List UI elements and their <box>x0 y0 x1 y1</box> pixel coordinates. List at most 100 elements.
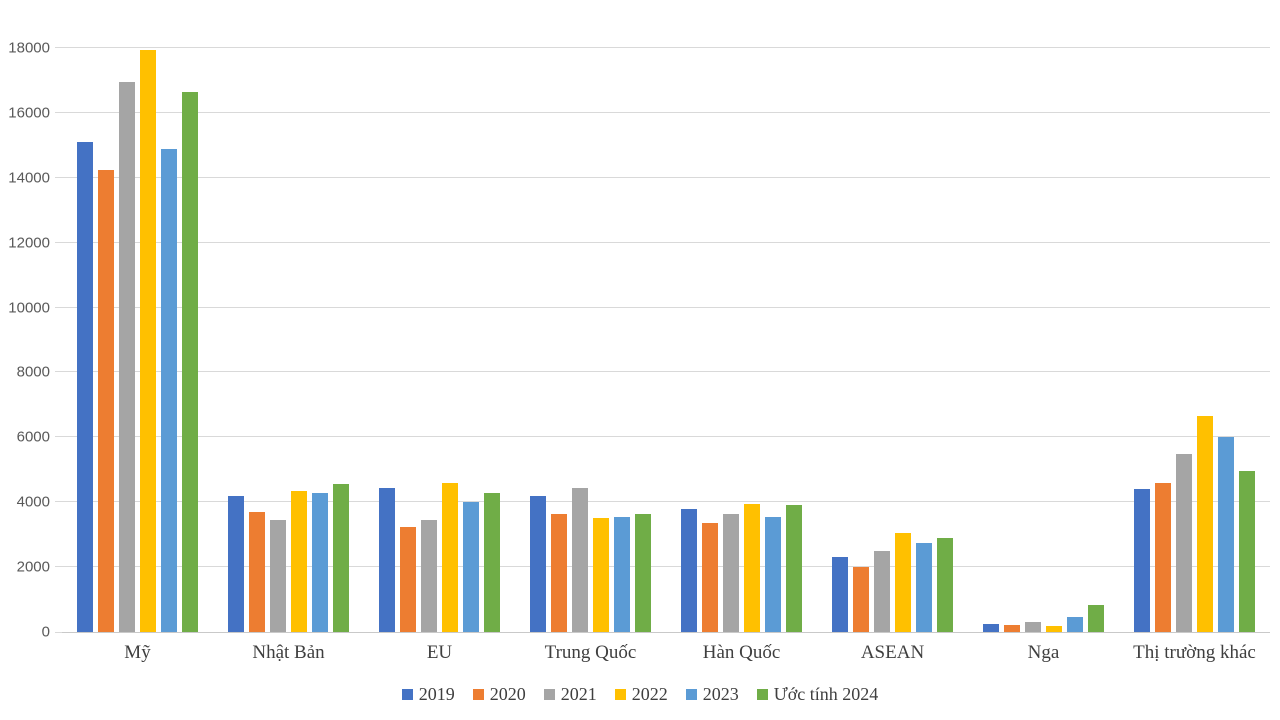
legend-item: Ước tính 2024 <box>756 684 879 705</box>
y-axis-tick-label: 2000 <box>16 558 50 576</box>
bar-2023-5 <box>765 516 781 632</box>
x-axis-category-label: Mỹ <box>124 642 151 663</box>
bar-2021-1 <box>119 82 135 632</box>
bar-2019-1 <box>77 142 93 632</box>
bar-2021-4 <box>572 487 588 632</box>
bar-2020-5 <box>702 523 718 632</box>
gridline <box>62 371 1270 373</box>
bar-2021-8 <box>1176 453 1192 632</box>
bar-2023-8 <box>1218 437 1234 632</box>
bar-2023-7 <box>1067 617 1083 632</box>
legend-swatch-icon <box>685 689 697 700</box>
y-axis-tick-label: 10000 <box>8 299 50 317</box>
x-axis-category-label: Nhật Bản <box>252 642 325 663</box>
y-axis-tick <box>55 176 62 178</box>
bar-2021-3 <box>421 520 437 632</box>
y-axis-tick <box>55 371 62 373</box>
bar-2022-3 <box>442 482 458 632</box>
y-axis-tick <box>55 111 62 113</box>
x-axis-category-label: Trung Quốc <box>544 642 637 663</box>
bar-ước-tính-2024-4 <box>635 513 651 632</box>
bar-groups <box>62 48 1270 632</box>
bar-2022-7 <box>1046 626 1062 632</box>
bar-group-3 <box>364 48 515 632</box>
legend-item: 2023 <box>685 684 739 705</box>
legend: 2019 2020 2021 2022 2023 Ước tính 2024 <box>0 684 1280 705</box>
bar-2022-2 <box>291 490 307 632</box>
x-axis-category-label: Hàn Quốc <box>702 642 781 663</box>
y-axis-tick-label: 12000 <box>8 234 50 252</box>
bar-ước-tính-2024-3 <box>484 492 500 632</box>
legend-label: 2020 <box>489 684 526 704</box>
legend-swatch-icon <box>401 689 413 700</box>
y-axis-tick-label: 8000 <box>16 363 50 381</box>
x-axis-category-label: EU <box>426 642 453 663</box>
bar-group-7 <box>968 48 1119 632</box>
y-axis-tick <box>55 632 62 633</box>
bar-ước-tính-2024-5 <box>786 505 802 632</box>
y-axis-tick-label: 18000 <box>8 39 50 57</box>
legend-label: Ước tính 2024 <box>773 684 879 704</box>
legend-label: 2023 <box>702 684 739 704</box>
bar-group-4 <box>515 48 666 632</box>
y-axis-tick-label: 0 <box>41 623 50 641</box>
bar-2021-2 <box>270 520 286 632</box>
legend-label: 2022 <box>631 684 668 704</box>
legend-item: 2020 <box>472 684 526 705</box>
y-axis-tick <box>55 436 62 438</box>
gridline <box>62 501 1270 503</box>
bar-2022-1 <box>140 49 156 632</box>
bar-2021-7 <box>1025 622 1041 632</box>
x-axis-category-label: ASEAN <box>860 642 925 663</box>
plot-area: 0 2000 4000 6000 8000 10000 12000 14000 16000 180… <box>8 40 1270 641</box>
legend-swatch-icon <box>756 689 768 700</box>
x-axis-category-label: Thị trường khác <box>1133 642 1256 663</box>
bar-2023-2 <box>312 492 328 632</box>
bar-2019-3 <box>379 487 395 632</box>
bar-2021-6 <box>874 550 890 632</box>
bar-ước-tính-2024-8 <box>1239 471 1255 632</box>
legend-item: 2021 <box>543 684 597 705</box>
y-axis-tick-label: 6000 <box>16 428 50 446</box>
y-axis-tick <box>55 306 62 308</box>
bar-2020-7 <box>1004 624 1020 632</box>
bar-ước-tính-2024-1 <box>182 91 198 632</box>
bar-2023-3 <box>463 502 479 632</box>
gridline <box>62 306 1270 308</box>
bar-2019-8 <box>1134 489 1150 632</box>
gridline <box>62 111 1270 113</box>
bar-2021-5 <box>723 513 739 632</box>
y-axis-tick-label: 14000 <box>8 169 50 187</box>
bar-group-2 <box>213 48 364 632</box>
gridline <box>62 436 1270 438</box>
bar-2022-5 <box>744 503 760 632</box>
bar-2022-4 <box>593 518 609 632</box>
bar-2019-2 <box>228 495 244 632</box>
bar-group-8 <box>1119 48 1270 632</box>
bar-2019-4 <box>530 495 546 632</box>
bar-2020-3 <box>400 526 416 632</box>
x-axis-category-label: Nga <box>1027 642 1060 663</box>
bar-group-5 <box>666 48 817 632</box>
bar-2019-6 <box>832 557 848 632</box>
bar-ước-tính-2024-7 <box>1088 605 1104 632</box>
bar-2020-6 <box>853 567 869 632</box>
legend-swatch-icon <box>614 689 626 700</box>
bar-2022-8 <box>1197 416 1213 632</box>
legend-swatch-icon <box>472 689 484 700</box>
bar-2023-4 <box>614 516 630 632</box>
y-axis-tick <box>55 566 62 568</box>
y-axis-tick <box>55 47 62 48</box>
legend-item: 2022 <box>614 684 668 705</box>
y-axis-tick-label: 16000 <box>8 104 50 122</box>
legend-item: 2019 <box>401 684 455 705</box>
y-axis-tick <box>55 501 62 503</box>
bar-2023-6 <box>916 542 932 632</box>
gridline <box>62 176 1270 178</box>
bar-2020-2 <box>249 511 265 632</box>
bar-2023-1 <box>161 148 177 632</box>
gridline <box>62 241 1270 243</box>
bar-ước-tính-2024-6 <box>937 537 953 632</box>
gridline <box>62 566 1270 568</box>
